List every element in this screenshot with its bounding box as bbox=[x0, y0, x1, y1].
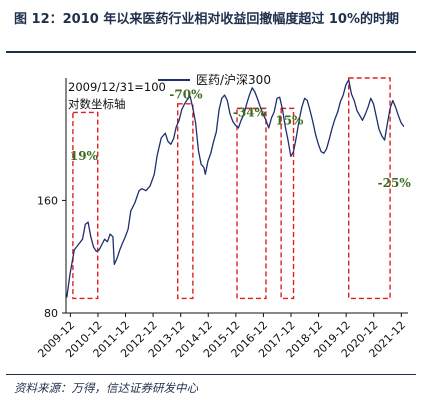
drawdown-label: -34% bbox=[233, 106, 267, 120]
drawdown-label: -70% bbox=[169, 87, 203, 101]
source-note: 资料来源：万得，信达证券研发中心 bbox=[14, 381, 198, 395]
drawdown-box bbox=[72, 111, 99, 300]
figure-title: 图 12：2010 年以来医药行业相对收益回撤幅度超过 10%的时期 bbox=[14, 12, 399, 27]
drawdown-label: 15% bbox=[275, 114, 304, 128]
drawdown-box bbox=[348, 77, 391, 300]
scale-note: 对数坐标轴 bbox=[68, 97, 126, 111]
drawdown-label: 19% bbox=[70, 149, 99, 163]
title-rule bbox=[6, 51, 416, 53]
y-tick-label: 80 bbox=[44, 307, 58, 320]
drawdown-box bbox=[236, 107, 267, 300]
drawdown-boxes bbox=[72, 77, 391, 300]
drawdown-box bbox=[280, 107, 295, 300]
drawdown-box bbox=[177, 103, 194, 300]
series-line bbox=[66, 79, 405, 298]
y-tick-label: 160 bbox=[37, 194, 58, 207]
legend-label: 医药/沪深300 bbox=[196, 73, 271, 87]
drawdown-label: -25% bbox=[378, 176, 412, 190]
base-note: 2009/12/31=100 bbox=[68, 80, 166, 94]
legend: 医药/沪深300 bbox=[158, 73, 271, 87]
chart-axes: 801602009-122010-122011-122012-122013-12… bbox=[35, 78, 408, 360]
footer-rule bbox=[6, 374, 416, 375]
series-lines bbox=[66, 79, 405, 298]
annotations: 19% -70% -34% 15% -25% bbox=[70, 87, 411, 189]
